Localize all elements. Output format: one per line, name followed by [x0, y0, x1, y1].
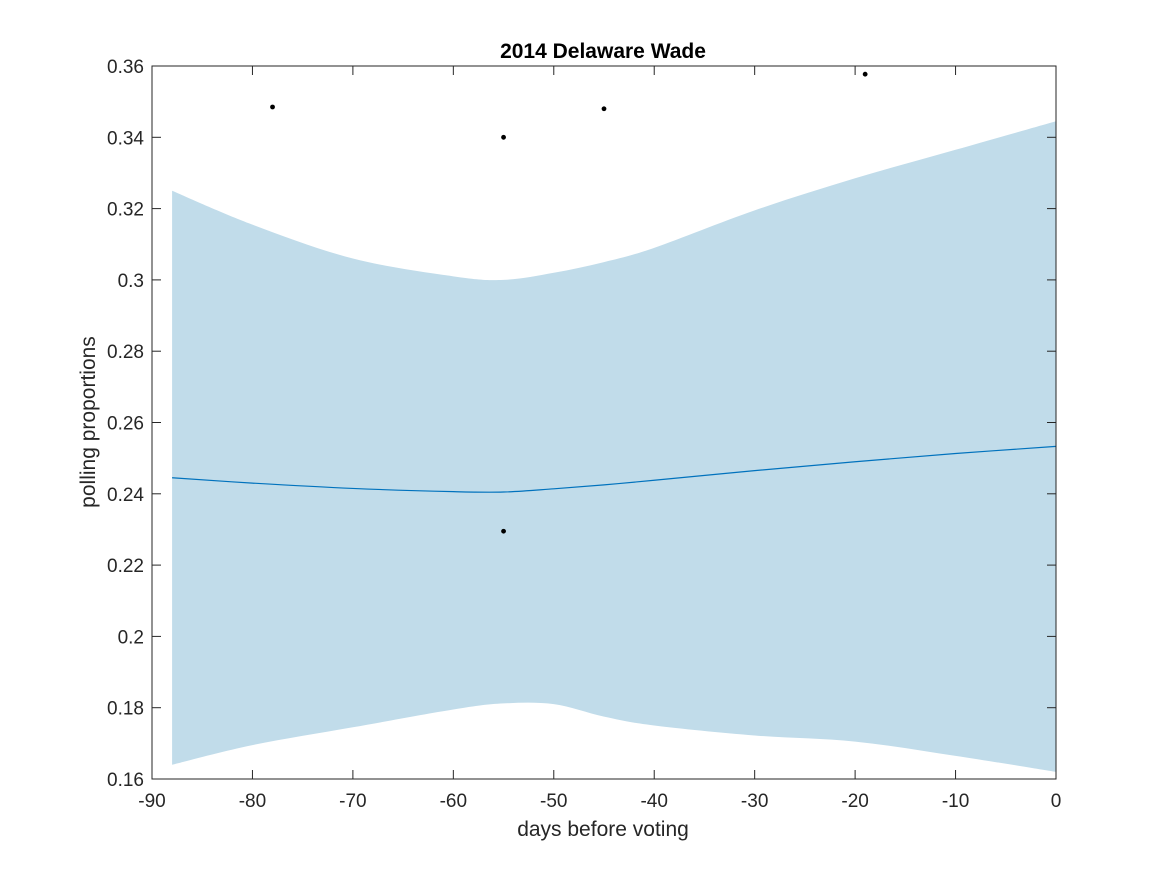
data-point — [501, 134, 506, 140]
plot-area: -90 -80 -70 -60 -50 -40 -30 -20 -10 0 0.16 0.18 0.2 0… — [107, 57, 1061, 812]
y-tick-label: 0.16 — [107, 770, 144, 791]
x-tick-label: -20 — [841, 791, 868, 812]
x-axis-label: days before voting — [517, 818, 689, 841]
y-tick-label: 0.24 — [107, 485, 144, 506]
x-tick-label: -50 — [540, 791, 567, 812]
data-point — [270, 104, 275, 110]
y-tick-label: 0.22 — [107, 556, 144, 577]
confidence-band — [172, 121, 1057, 772]
x-tick-label: 0 — [1051, 791, 1062, 812]
y-tick-label: 0.2 — [118, 627, 144, 648]
y-tick-label: 0.36 — [107, 57, 144, 78]
x-tick-label: -70 — [339, 791, 366, 812]
y-tick-label: 0.26 — [107, 414, 144, 435]
y-tick-label: 0.28 — [107, 342, 144, 363]
x-tick-label: -40 — [640, 791, 667, 812]
chart-title: 2014 Delaware Wade — [500, 40, 706, 63]
x-tick-label: -90 — [138, 791, 165, 812]
y-tick-label: 0.18 — [107, 699, 144, 720]
data-point — [501, 528, 506, 534]
x-tick-label: -30 — [741, 791, 768, 812]
y-axis-label: polling proportions — [77, 336, 100, 508]
x-tick-label: -10 — [942, 791, 969, 812]
data-point — [601, 106, 607, 112]
x-tick-label: -80 — [239, 791, 266, 812]
y-tick-label: 0.32 — [107, 200, 144, 221]
y-tick-label: 0.3 — [118, 271, 144, 292]
fitted-line — [172, 445, 1057, 493]
y-tick-label: 0.34 — [107, 128, 144, 149]
x-tick-label: -60 — [440, 791, 467, 812]
data-point — [862, 71, 868, 77]
